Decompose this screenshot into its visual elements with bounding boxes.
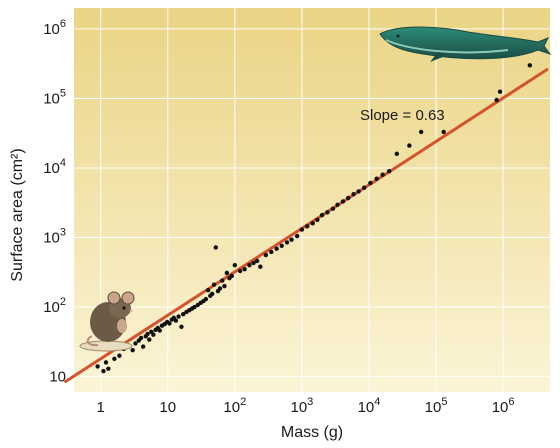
data-point: [210, 291, 215, 297]
data-point: [274, 246, 279, 251]
data-point: [176, 314, 181, 319]
data-point: [95, 364, 100, 369]
data-point: [138, 335, 144, 341]
x-tick-label: 104: [358, 396, 381, 416]
data-point: [418, 129, 424, 135]
data-point: [494, 97, 499, 103]
data-point: [394, 151, 400, 156]
y-axis-ticks: 10 102 103 104 105 106: [43, 18, 66, 386]
data-point: [222, 283, 227, 289]
data-point: [299, 227, 305, 232]
data-point: [315, 217, 320, 222]
y-axis-label: Surface area (cm²): [9, 148, 26, 281]
data-point: [224, 270, 230, 276]
data-point: [106, 366, 111, 371]
x-tick-label: 105: [425, 396, 448, 416]
x-tick-label: 102: [223, 396, 246, 416]
data-point: [140, 344, 146, 349]
data-point: [167, 321, 172, 326]
data-point: [368, 180, 373, 186]
data-point: [258, 264, 263, 269]
data-point: [151, 332, 156, 337]
data-point: [181, 311, 186, 317]
data-point: [130, 347, 135, 353]
data-point: [380, 172, 385, 177]
data-point: [254, 258, 260, 264]
data-point: [220, 278, 225, 283]
data-point: [205, 287, 211, 293]
data-point: [251, 260, 256, 266]
data-point: [133, 341, 138, 346]
data-point: [145, 331, 150, 337]
data-point: [386, 168, 392, 174]
data-point: [310, 221, 315, 226]
data-point: [192, 304, 197, 310]
x-tick-label: 103: [290, 396, 313, 416]
y-tick-label: 104: [43, 157, 66, 177]
data-point: [305, 224, 310, 229]
data-point: [179, 324, 184, 329]
data-point: [362, 185, 367, 190]
data-point: [335, 202, 340, 208]
data-point: [147, 337, 152, 342]
data-point: [101, 368, 106, 374]
data-point: [284, 240, 290, 245]
x-tick-label: 1: [97, 399, 105, 416]
data-point: [407, 143, 412, 148]
plot-background: [74, 8, 550, 392]
data-point: [232, 262, 238, 268]
slope-annotation: Slope = 0.63: [360, 107, 445, 124]
x-axis-label: Mass (g): [281, 424, 343, 441]
y-tick-label: 10: [49, 369, 66, 386]
data-point: [117, 353, 122, 358]
mouse-illustration: [79, 291, 135, 352]
x-tick-label: 10: [159, 399, 176, 416]
data-point: [351, 191, 356, 197]
whale-illustration: [379, 26, 552, 62]
y-tick-label: 106: [43, 18, 66, 38]
data-point: [279, 243, 284, 249]
data-point: [289, 237, 294, 242]
data-point: [356, 189, 361, 194]
data-point: [527, 63, 533, 68]
gridlines: [74, 8, 550, 392]
data-point: [330, 206, 336, 211]
data-point: [211, 282, 217, 287]
data-point: [497, 89, 503, 94]
data-point: [203, 296, 209, 302]
data-point: [112, 356, 117, 362]
y-tick-label: 102: [43, 296, 66, 316]
data-point: [325, 210, 330, 215]
data-point: [173, 318, 179, 323]
x-tick-label: 106: [492, 396, 515, 416]
data-point: [345, 195, 351, 201]
data-point: [374, 176, 379, 181]
data-point: [340, 199, 346, 204]
data-point: [263, 252, 269, 258]
y-tick-label: 105: [43, 87, 66, 107]
data-point: [237, 268, 243, 274]
data-point: [213, 245, 218, 250]
data-point: [294, 233, 300, 239]
x-axis-ticks: 1 10 102 103 104 105 106: [97, 396, 515, 416]
data-point: [247, 262, 252, 268]
data-point: [441, 129, 446, 135]
data-point: [319, 212, 325, 218]
data-point: [217, 286, 223, 291]
data-point: [269, 249, 274, 255]
data-point: [242, 267, 247, 272]
data-point: [103, 360, 109, 365]
data-point: [229, 273, 234, 279]
data-point: [157, 328, 162, 333]
data-points: [95, 63, 533, 374]
y-tick-label: 103: [43, 227, 66, 247]
